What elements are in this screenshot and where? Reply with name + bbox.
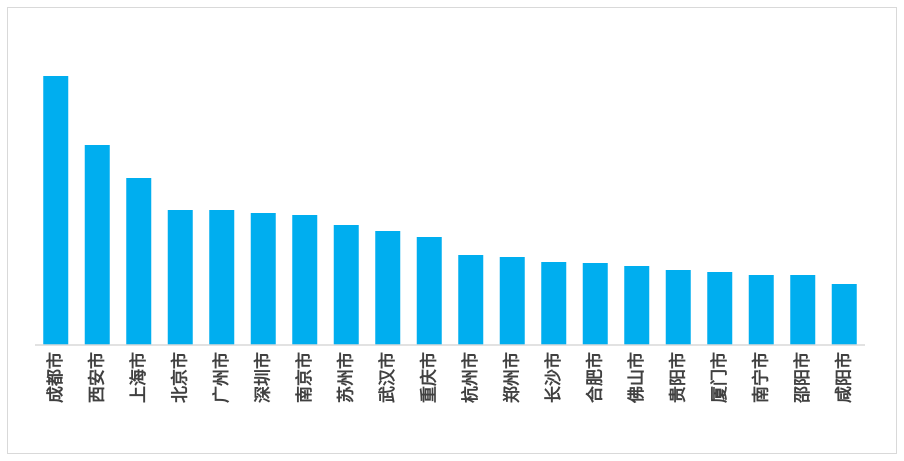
x-tick-label: 贵阳市: [667, 352, 688, 403]
x-tick-label: 南宁市: [750, 352, 771, 403]
x-tick-label: 重庆市: [418, 352, 439, 403]
bar: [499, 257, 525, 345]
x-tick-label: 南京市: [294, 352, 315, 403]
x-tick-label: 佛山市: [626, 352, 647, 404]
x-tick-label: 长沙市: [543, 352, 564, 403]
x-tick-label: 武汉市: [377, 352, 398, 403]
x-tick-label: 杭州市: [460, 352, 481, 403]
chart-frame: [7, 7, 897, 454]
bar: [43, 76, 69, 345]
x-tick-label: 西安市: [86, 352, 107, 403]
bar: [375, 231, 401, 345]
bar: [209, 210, 235, 345]
bar: [624, 266, 650, 345]
x-tick-label: 郑州市: [501, 352, 522, 403]
bar: [582, 263, 608, 345]
bar: [167, 210, 193, 345]
bar: [541, 262, 567, 345]
bar: [458, 255, 484, 345]
bar: [84, 145, 110, 345]
x-tick-label: 北京市: [169, 352, 190, 403]
bar: [748, 275, 774, 345]
x-tick-label: 苏州市: [335, 352, 356, 403]
bar: [665, 270, 691, 345]
bar: [831, 284, 857, 345]
bar: [126, 178, 152, 345]
x-tick-label: 上海市: [128, 352, 149, 403]
x-tick-label: 邵阳市: [792, 352, 813, 404]
x-tick-label: 深圳市: [252, 352, 273, 403]
bar: [250, 213, 276, 345]
bar: [790, 275, 816, 345]
bar: [707, 272, 733, 345]
x-tick-label: 成都市: [45, 352, 66, 403]
x-tick-label: 广州市: [211, 352, 232, 403]
bar: [292, 215, 318, 345]
x-tick-label: 合肥市: [584, 352, 605, 403]
x-tick-label: 咸阳市: [833, 352, 854, 403]
bar: [416, 237, 442, 345]
x-tick-label: 厦门市: [709, 352, 730, 403]
bar: [333, 225, 359, 345]
